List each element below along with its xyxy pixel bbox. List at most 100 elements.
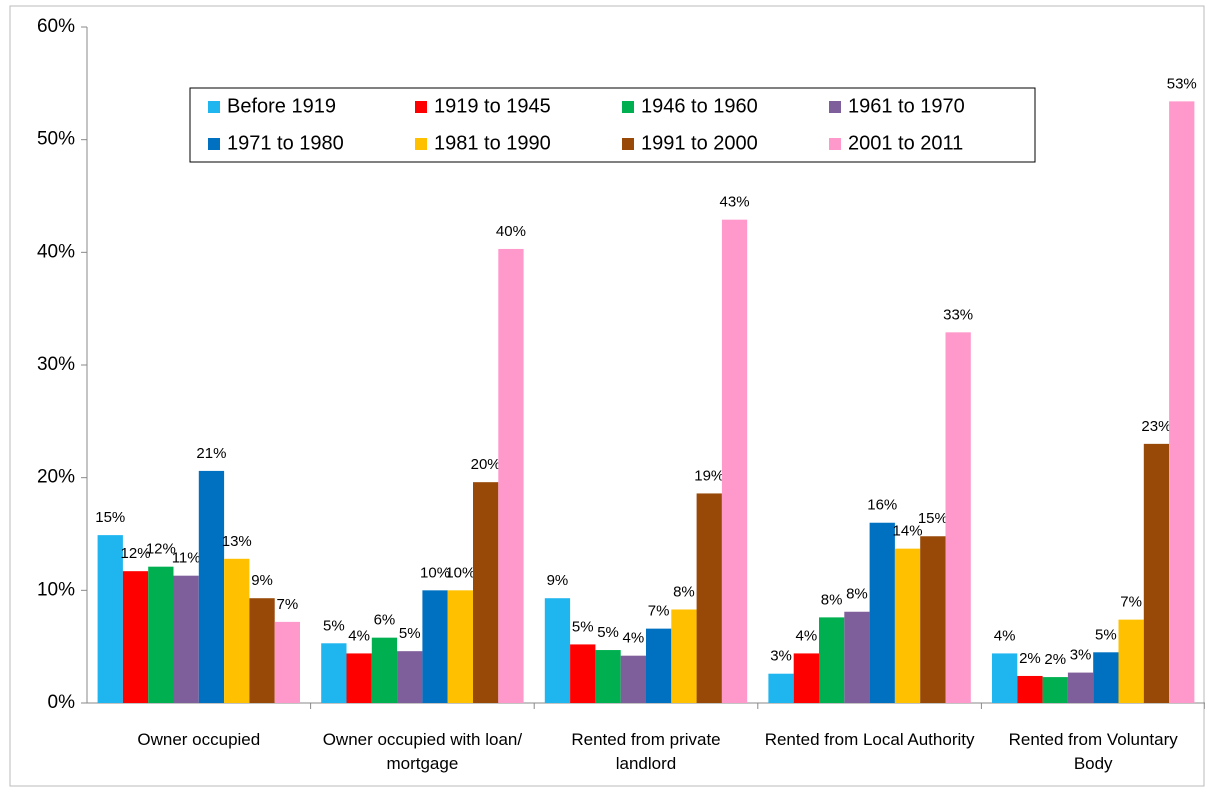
data-label: 15% — [95, 509, 125, 526]
data-label: 4% — [994, 627, 1016, 644]
data-label: 16% — [867, 497, 897, 514]
bar — [671, 609, 697, 703]
data-label: 3% — [770, 648, 792, 665]
data-label: 8% — [673, 583, 695, 600]
data-label: 10% — [445, 564, 475, 581]
data-label: 5% — [323, 617, 345, 634]
legend-label: 2001 to 2011 — [848, 132, 963, 154]
data-label: 23% — [1141, 418, 1171, 435]
data-label: 4% — [796, 627, 818, 644]
bar — [869, 522, 895, 703]
data-label: 14% — [893, 523, 923, 540]
bar — [1042, 677, 1068, 703]
legend-swatch — [415, 101, 427, 113]
bar — [595, 650, 621, 703]
bar — [721, 219, 748, 703]
y-tick-label: 0% — [48, 692, 76, 713]
bar — [473, 482, 499, 703]
legend-swatch — [829, 101, 841, 113]
bar — [498, 248, 524, 703]
y-tick-label: 20% — [37, 467, 75, 488]
bar — [1017, 675, 1043, 703]
data-label: 9% — [547, 572, 569, 589]
bar — [249, 598, 275, 703]
legend-box — [189, 87, 1036, 163]
bar — [397, 651, 423, 703]
data-label: 6% — [374, 612, 396, 629]
bar — [544, 598, 571, 703]
legend-swatch — [208, 101, 220, 113]
legend-label: Before 1919 — [227, 95, 336, 117]
bar — [346, 653, 372, 703]
x-tick-label: Rented from private landlord — [571, 730, 721, 773]
data-label: 2% — [1019, 650, 1041, 667]
bar — [224, 558, 250, 703]
y-tick-label: 10% — [37, 579, 75, 600]
data-label: 12% — [121, 545, 151, 562]
x-tick-label: Owner occupied with loan/ mortgage — [322, 730, 523, 773]
bar — [945, 332, 971, 703]
bar — [894, 548, 921, 703]
x-tick-label: Owner occupied — [137, 730, 261, 749]
y-tick-label: 60% — [37, 16, 75, 37]
data-label: 53% — [1167, 75, 1197, 92]
bar — [920, 536, 946, 703]
bar — [992, 653, 1018, 703]
data-label: 5% — [1095, 626, 1117, 643]
legend-swatch — [208, 138, 220, 150]
x-tick-label: Rented from Voluntary Body — [1008, 730, 1178, 773]
bar — [173, 575, 199, 703]
data-label: 7% — [648, 603, 670, 620]
bar — [819, 617, 845, 703]
bar — [646, 628, 672, 703]
data-label: 5% — [572, 618, 594, 635]
data-label: 9% — [251, 572, 273, 589]
data-label: 4% — [623, 630, 645, 647]
y-tick-label: 30% — [37, 354, 75, 375]
bar — [620, 655, 646, 703]
bar — [422, 590, 448, 703]
bar — [768, 673, 794, 703]
data-label: 43% — [720, 194, 750, 211]
data-label: 7% — [277, 596, 299, 613]
bar — [274, 621, 300, 703]
data-label: 5% — [399, 625, 421, 642]
bar — [1143, 443, 1170, 703]
bar — [1093, 652, 1119, 703]
data-label: 8% — [846, 586, 868, 603]
bar — [793, 653, 819, 703]
data-label: 19% — [694, 467, 724, 484]
legend-swatch — [829, 138, 841, 150]
data-label: 20% — [471, 456, 501, 473]
legend-swatch — [622, 101, 634, 113]
data-label: 5% — [597, 624, 619, 641]
y-tick-label: 40% — [37, 241, 75, 262]
data-label: 13% — [222, 533, 252, 550]
data-label: 33% — [943, 306, 973, 323]
bar — [1169, 101, 1195, 704]
legend-label: 1991 to 2000 — [641, 132, 758, 154]
chart-border — [9, 5, 1205, 787]
legend-label: 1971 to 1980 — [227, 132, 344, 154]
legend-swatch — [622, 138, 634, 150]
bar — [321, 643, 347, 703]
legend-label: 1946 to 1960 — [641, 95, 758, 117]
bar — [570, 644, 596, 703]
legend-swatch — [415, 138, 427, 150]
bar — [447, 590, 473, 703]
bar — [97, 535, 123, 703]
bar — [1118, 619, 1144, 703]
data-label: 3% — [1070, 647, 1092, 664]
data-label: 2% — [1044, 651, 1066, 668]
bar — [122, 571, 149, 703]
data-label: 40% — [496, 223, 526, 240]
data-label: 10% — [420, 564, 450, 581]
y-tick-label: 50% — [37, 129, 75, 150]
bar — [1067, 672, 1094, 703]
legend-label: 1981 to 1990 — [434, 132, 551, 154]
data-label: 21% — [196, 445, 226, 462]
data-label: 8% — [821, 591, 843, 608]
legend-label: 1961 to 1970 — [848, 95, 965, 117]
